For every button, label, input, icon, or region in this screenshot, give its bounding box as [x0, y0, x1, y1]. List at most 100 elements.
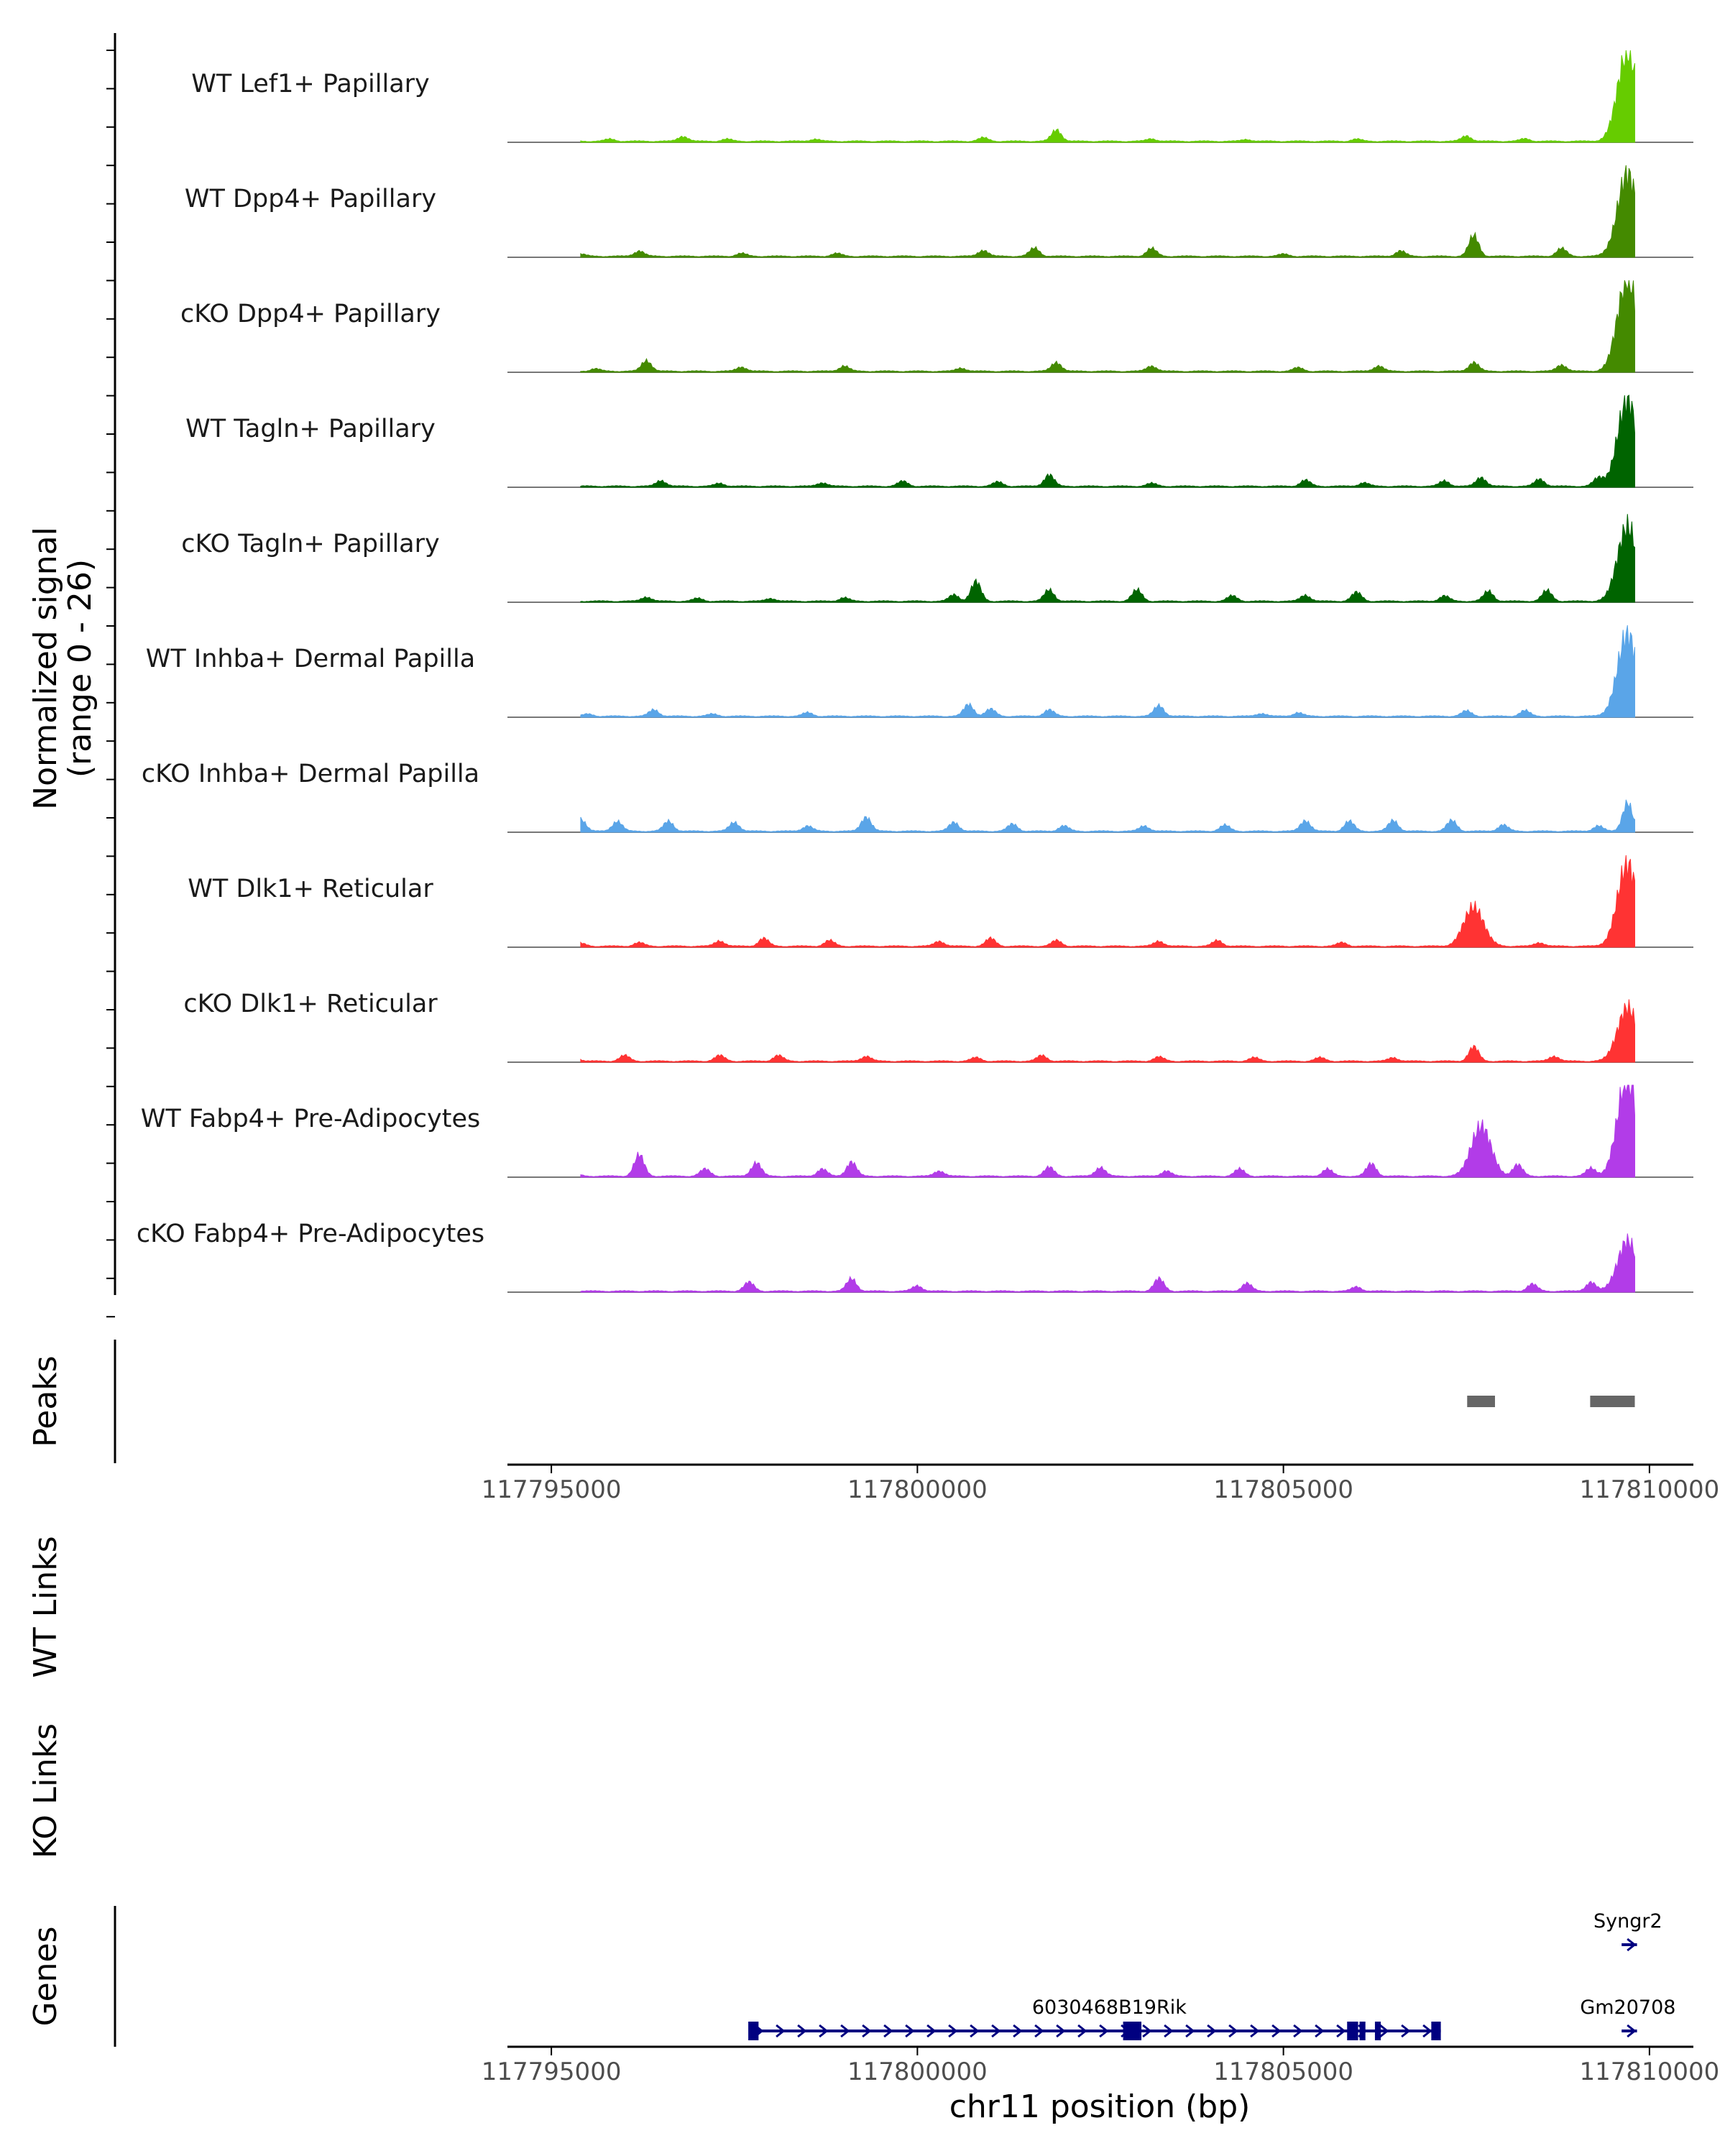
coverage-area: [580, 1084, 1635, 1178]
track-label: WT Dpp4+ Papillary: [185, 185, 436, 213]
strand-arrow: [970, 2024, 980, 2038]
strand-arrow: [926, 2024, 937, 2038]
gene-models: 6030468B19Rik Syngr2 Gm20708: [748, 1910, 1675, 2040]
x-tick-label: 117800000: [847, 1475, 988, 1504]
track-8: WT Dlk1+ Reticular: [188, 854, 1693, 948]
gene-exon: [1123, 2022, 1142, 2040]
track-label: cKO Dlk1+ Reticular: [183, 990, 438, 1018]
gene-exon: [748, 2022, 759, 2040]
strand-arrow: [1228, 2024, 1238, 2038]
strand-arrow: [819, 2024, 829, 2038]
track-label: cKO Inhba+ Dermal Papilla: [142, 760, 479, 788]
strand-arrow: [991, 2024, 1001, 2038]
track-label: WT Lef1+ Papillary: [191, 70, 430, 98]
coverage-area: [580, 165, 1635, 258]
x-axis-ticks-bottom: 117795000 117800000 117805000 117810000: [482, 2047, 1719, 2086]
peaks-track-title: Peaks: [27, 1355, 64, 1447]
gene-6030468B19Rik: 6030468B19Rik: [748, 1996, 1441, 2040]
gene-exon: [1431, 2022, 1441, 2040]
strand-arrow: [862, 2024, 872, 2038]
track-label: WT Tagln+ Papillary: [185, 415, 436, 443]
coverage-area: [580, 854, 1635, 948]
ko-links-track-title: KO Links: [27, 1723, 64, 1858]
x-tick-label: 117805000: [1213, 1475, 1353, 1504]
strand-arrow: [1013, 2024, 1023, 2038]
y-axis-title: Normalized signal: [27, 527, 64, 810]
strand-arrow: [1627, 1938, 1637, 1952]
strand-arrow: [948, 2024, 958, 2038]
strand-arrow: [776, 2024, 786, 2038]
track-label: WT Dlk1+ Reticular: [188, 875, 433, 903]
coverage-tracks: WT Lef1+ Papillary WT Dpp4+ Papillary cKO …: [137, 50, 1693, 1293]
coverage-area: [580, 395, 1635, 488]
track-3: cKO Dpp4+ Papillary: [180, 280, 1693, 373]
coverage-area: [580, 799, 1635, 833]
strand-arrow: [1401, 2024, 1411, 2038]
track-label: WT Fabp4+ Pre-Adipocytes: [141, 1105, 480, 1133]
track-5: cKO Tagln+ Papillary: [181, 514, 1693, 603]
x-tick-label: 117795000: [482, 2058, 622, 2086]
strand-arrow: [1185, 2024, 1195, 2038]
strand-arrow: [905, 2024, 915, 2038]
x-tick-label: 117795000: [482, 1475, 622, 1504]
track-1: WT Lef1+ Papillary: [191, 50, 1693, 143]
strand-arrow: [1142, 2024, 1152, 2038]
strand-arrow: [1293, 2024, 1303, 2038]
strand-arrow: [1164, 2024, 1174, 2038]
strand-arrow: [1422, 2024, 1432, 2038]
coverage-area: [580, 280, 1635, 373]
peak-region: [1467, 1396, 1495, 1407]
track-2: WT Dpp4+ Papillary: [185, 165, 1693, 258]
strand-arrow: [1034, 2024, 1044, 2038]
x-tick-label: 117810000: [1580, 2058, 1720, 2086]
track-label: cKO Dpp4+ Papillary: [180, 300, 441, 328]
peak-region: [1590, 1396, 1635, 1407]
track-label: WT Inhba+ Dermal Papilla: [146, 645, 475, 673]
coverage-area: [580, 50, 1635, 143]
track-4: WT Tagln+ Papillary: [185, 395, 1693, 488]
gene-Gm20708: Gm20708: [1580, 1996, 1675, 2038]
gene-Syngr2: Syngr2: [1593, 1910, 1662, 1952]
strand-arrow: [1099, 2024, 1109, 2038]
strand-arrow: [1207, 2024, 1217, 2038]
x-tick-label: 117810000: [1580, 1475, 1720, 1504]
track-label: cKO Tagln+ Papillary: [181, 530, 440, 558]
strand-arrow: [883, 2024, 893, 2038]
track-9: cKO Dlk1+ Reticular: [183, 990, 1693, 1063]
x-tick-label: 117800000: [847, 2058, 988, 2086]
strand-arrow: [840, 2024, 850, 2038]
gene-label: Syngr2: [1593, 1910, 1662, 1932]
strand-arrow: [797, 2024, 807, 2038]
gene-exon: [1374, 2022, 1381, 2040]
track-11: cKO Fabp4+ Pre-Adipocytes: [137, 1220, 1693, 1293]
x-tick-label: 117805000: [1213, 2058, 1353, 2086]
x-axis-ticks-top: 117795000 117800000 117805000 117810000: [482, 1465, 1719, 1504]
x-axis-title: chr11 position (bp): [949, 2088, 1251, 2125]
gene-label: 6030468B19Rik: [1032, 1996, 1187, 2019]
wt-links-track-title: WT Links: [27, 1536, 64, 1677]
gene-exon: [1347, 2022, 1358, 2040]
signal-y-axis-ticks: [106, 50, 115, 1318]
strand-arrow: [1077, 2024, 1087, 2038]
strand-arrow: [1379, 2024, 1389, 2038]
track-10: WT Fabp4+ Pre-Adipocytes: [141, 1084, 1693, 1178]
track-label: cKO Fabp4+ Pre-Adipocytes: [137, 1220, 484, 1248]
strand-arrow: [1315, 2024, 1325, 2038]
strand-arrow: [1336, 2024, 1346, 2038]
gene-label: Gm20708: [1580, 1996, 1675, 2019]
coverage-area: [580, 999, 1635, 1063]
coverage-area: [580, 514, 1635, 603]
strand-arrow: [1056, 2024, 1066, 2038]
track-7: cKO Inhba+ Dermal Papilla: [142, 760, 1693, 833]
y-axis-subtitle: (range 0 - 26): [62, 559, 98, 778]
coverage-area: [580, 625, 1635, 718]
coverage-area: [580, 1233, 1635, 1293]
genes-track-title: Genes: [27, 1926, 64, 2026]
peak-regions: [1467, 1396, 1635, 1407]
strand-arrow: [1250, 2024, 1260, 2038]
strand-arrow: [1271, 2024, 1282, 2038]
gene-exon: [1359, 2022, 1366, 2040]
strand-arrow: [1627, 2024, 1637, 2038]
track-6: WT Inhba+ Dermal Papilla: [146, 625, 1693, 718]
